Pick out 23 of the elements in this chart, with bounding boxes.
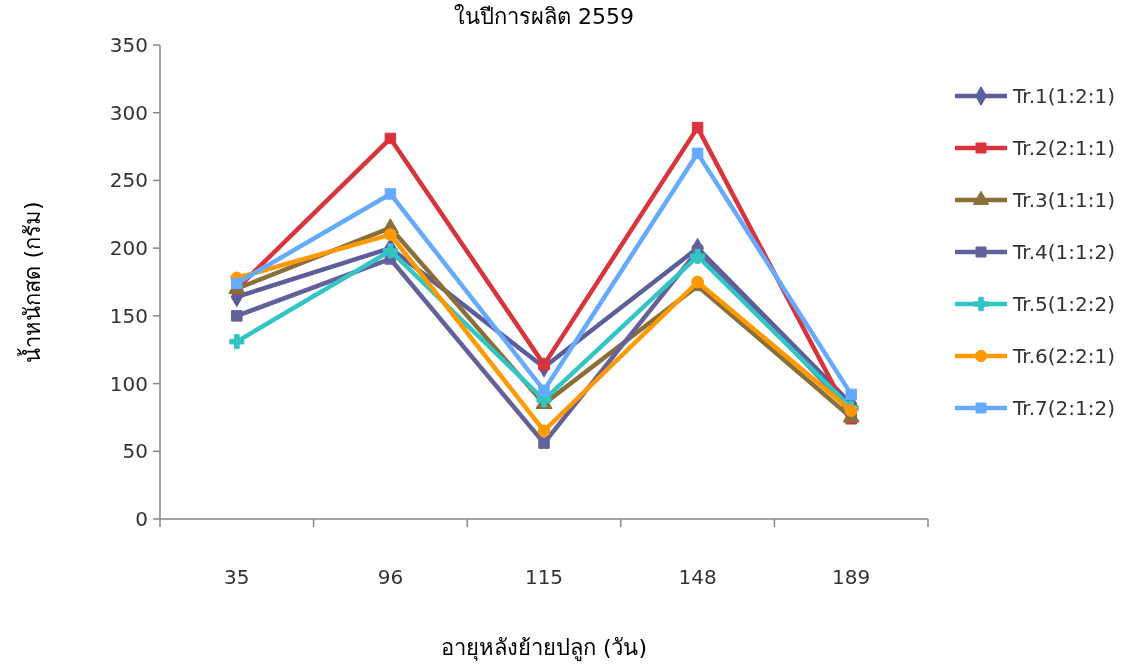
legend-label: Tr.3(1:1:1) (1012, 188, 1116, 212)
y-tick-label: 200 (109, 236, 148, 261)
legend-label: Tr.7(2:1:2) (1012, 396, 1116, 420)
y-axis-title: น้ำหนักสด (กรัม) (17, 201, 45, 363)
x-tick-label: 148 (678, 565, 717, 589)
legend-label: Tr.1(1:2:1) (1012, 84, 1116, 108)
y-tick-label: 100 (109, 371, 148, 396)
y-tick-label: 300 (109, 100, 148, 125)
legend-label: Tr.2(2:1:1) (1012, 136, 1116, 160)
x-axis-title: อายุหลังย้ายปลูก (วัน) (440, 635, 648, 661)
y-tick-label: 50 (122, 439, 148, 464)
legend-label: Tr.4(1:1:2) (1012, 240, 1116, 264)
y-tick-label: 250 (109, 168, 148, 193)
x-tick-label: 35 (224, 565, 250, 589)
x-tick-label: 96 (377, 565, 404, 589)
legend-label: Tr.5(1:2:2) (1012, 292, 1116, 316)
y-tick-label: 0 (135, 507, 148, 531)
chart-title: ในปีการผลิต 2559 (454, 4, 634, 29)
x-tick-label: 189 (832, 565, 871, 589)
legend-label: Tr.6(2:2:1) (1012, 344, 1116, 368)
y-tick-label: 350 (109, 33, 148, 57)
y-tick-label: 150 (109, 303, 148, 328)
x-tick-label: 115 (524, 565, 564, 589)
